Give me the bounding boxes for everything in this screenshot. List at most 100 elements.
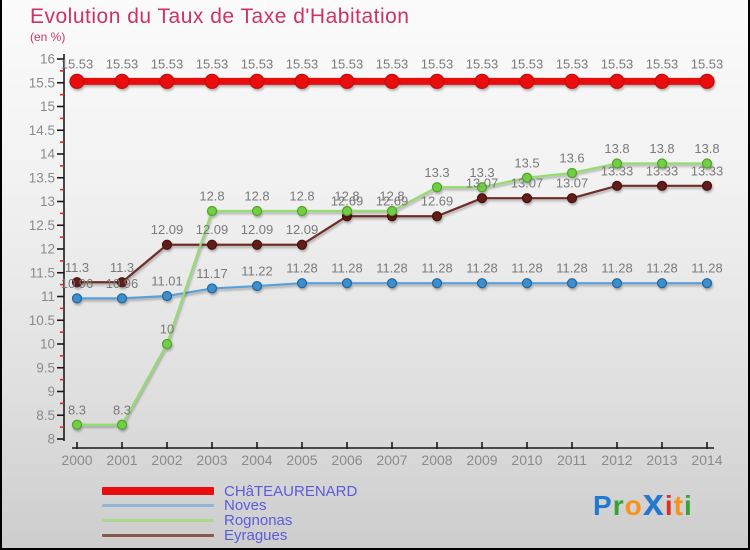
data-point: [521, 193, 533, 204]
data-label: 15.53: [331, 56, 364, 71]
data-point: [566, 278, 578, 289]
data-label: 11.28: [421, 261, 453, 276]
data-label: 13.33: [691, 163, 724, 178]
y-tick-label: 10.5: [29, 313, 55, 328]
y-tick-label: 15: [40, 99, 55, 114]
data-label: 15.53: [421, 56, 454, 71]
x-tick-label: 2004: [241, 452, 272, 468]
legend: CHâTEAURENARD Noves Rognonas Eyragues: [102, 484, 357, 543]
x-tick-label: 2002: [151, 452, 182, 468]
legend-item-chteaurenard: CHâTEAURENARD: [102, 484, 357, 499]
data-label: 11.28: [511, 261, 543, 276]
x-tick-label: 2011: [557, 452, 587, 468]
data-point: [611, 278, 623, 289]
data-point: [474, 73, 490, 89]
data-point: [521, 278, 533, 289]
data-point: [296, 205, 308, 217]
data-label: 15.53: [196, 56, 229, 71]
data-point: [609, 73, 625, 89]
x-tick-label: 2014: [691, 452, 722, 468]
data-point: [654, 73, 670, 89]
data-label: 13.33: [646, 163, 679, 178]
x-tick-label: 2009: [466, 452, 497, 468]
data-label: 12.8: [199, 189, 224, 204]
data-label: 15.53: [61, 56, 94, 71]
logo-letter-i: i: [664, 490, 674, 521]
data-point: [656, 158, 668, 169]
data-label: 11.28: [286, 261, 318, 276]
data-point: [71, 293, 83, 304]
data-point: [656, 278, 668, 289]
data-point: [71, 277, 83, 288]
y-tick-label: 14: [40, 147, 56, 162]
data-label: 10.96: [61, 276, 94, 291]
data-label: 15.53: [151, 56, 184, 71]
legend-swatch: [102, 504, 214, 508]
data-point: [384, 73, 400, 89]
series-Rognonas: [71, 158, 713, 430]
data-label: 12.09: [241, 222, 274, 237]
y-tick-label: 9.5: [36, 360, 55, 375]
data-point: [116, 293, 128, 304]
logo-letter-o: o: [624, 490, 643, 521]
y-tick-label: 15.5: [29, 75, 55, 90]
data-label: 15.53: [241, 56, 274, 71]
data-point: [519, 73, 535, 89]
data-point: [476, 182, 488, 193]
logo-letter-i: i: [683, 490, 693, 521]
data-label: 11.28: [331, 261, 363, 276]
data-label: 12.8: [289, 189, 314, 204]
data-label: 15.53: [646, 56, 679, 71]
data-label: 12.69: [331, 194, 364, 209]
data-label: 11.22: [241, 264, 273, 279]
data-label: 15.53: [106, 56, 139, 71]
data-point: [386, 278, 398, 289]
data-label: 8.3: [113, 402, 131, 417]
data-label: 13.3: [424, 165, 449, 180]
data-point: [159, 73, 175, 89]
data-label: 11.28: [376, 261, 408, 276]
data-point: [69, 73, 85, 89]
data-point: [161, 290, 173, 302]
data-label: 12.8: [379, 189, 404, 204]
data-label: 11.28: [601, 261, 633, 276]
data-label: 13.07: [511, 176, 544, 191]
data-label: 15.53: [376, 56, 409, 71]
data-point: [431, 182, 443, 193]
data-point: [566, 167, 578, 179]
data-point: [701, 180, 713, 191]
legend-item-rognonas: Rognonas: [102, 513, 357, 528]
data-label: 11.28: [466, 261, 498, 276]
x-tick-label: 2012: [601, 452, 632, 468]
data-label: 12.69: [421, 194, 454, 209]
logo-letter-t: t: [673, 490, 684, 521]
y-tick-label: 11: [41, 289, 55, 304]
data-point: [71, 419, 83, 430]
data-point: [386, 205, 398, 217]
data-point: [251, 280, 263, 292]
y-tick-label: 13: [40, 194, 55, 209]
legend-swatch: [102, 533, 214, 537]
data-label: 8.3: [68, 402, 86, 417]
data-point: [296, 278, 308, 289]
y-tick-label: 12.5: [29, 218, 55, 233]
data-label: 15.53: [556, 56, 589, 71]
data-point: [206, 283, 218, 294]
data-label: 12.09: [196, 222, 229, 237]
data-point: [566, 193, 578, 204]
data-label: 13.5: [514, 155, 539, 170]
data-point: [206, 205, 218, 217]
data-label: 12.09: [286, 222, 319, 237]
y-tick-label: 16: [40, 52, 55, 67]
data-label: 11.28: [691, 261, 723, 276]
data-point: [656, 180, 668, 191]
legend-label: CHâTEAURENARD: [224, 482, 358, 500]
y-tick-label: 8: [47, 432, 55, 447]
data-label: 13.8: [649, 141, 674, 156]
y-tick-label: 10: [40, 337, 55, 352]
data-label: 15.53: [466, 56, 499, 71]
data-point: [476, 193, 488, 204]
data-point: [251, 205, 263, 217]
